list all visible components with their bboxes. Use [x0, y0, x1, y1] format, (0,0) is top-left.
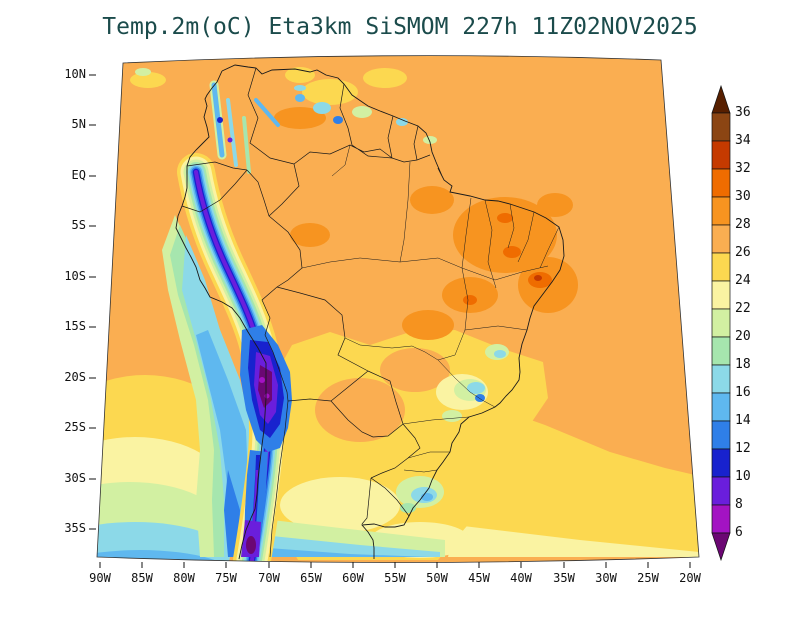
colorbar-band	[711, 364, 731, 394]
lat-label-10s: 10S	[64, 269, 86, 283]
cb-label-16: 16	[735, 385, 751, 400]
chart-title: Temp.2m(oC) Eta3km SiSMOM 227h 11Z02NOV2…	[102, 14, 698, 40]
colorbar-bottom-triangle	[711, 532, 731, 562]
lat-label-5s: 5S	[71, 218, 86, 232]
colorbar	[711, 84, 731, 562]
lon-label-60w: 60W	[342, 571, 364, 585]
ocean-gradient-south	[255, 518, 445, 557]
lon-label-25w: 25W	[637, 571, 659, 585]
colorbar-band	[711, 168, 731, 198]
lat-label-35s: 35S	[64, 521, 86, 535]
warm-anomaly-patches	[274, 107, 578, 340]
lat-label-25s: 25S	[64, 420, 86, 434]
cb-label-22: 22	[735, 301, 751, 316]
lon-label-75w: 75W	[215, 571, 237, 585]
colorbar-band	[711, 280, 731, 310]
colorbar-band	[711, 308, 731, 338]
cb-label-14: 14	[735, 413, 751, 428]
cb-label-18: 18	[735, 357, 751, 372]
colorbar-band	[711, 196, 731, 226]
lon-ticks	[99, 562, 691, 568]
state-borders	[301, 144, 560, 473]
lon-label-20w: 20W	[679, 571, 701, 585]
chaco-warm-patches	[315, 348, 450, 442]
cb-label-26: 26	[735, 245, 751, 260]
lat-label-5n: 5N	[71, 117, 86, 131]
axis-ticks	[89, 74, 691, 568]
northern-andes-streaks	[209, 80, 280, 174]
lon-label-85w: 85W	[131, 571, 153, 585]
lat-label-20s: 20S	[64, 370, 86, 384]
lon-label-45w: 45W	[468, 571, 490, 585]
temperature-field	[97, 55, 699, 563]
lat-label-eq: EQ	[71, 168, 86, 182]
colorbar-band	[711, 476, 731, 506]
cb-label-34: 34	[735, 133, 751, 148]
lon-label-70w: 70W	[258, 571, 280, 585]
colorbar-band	[711, 224, 731, 254]
lon-label-90w: 90W	[89, 571, 111, 585]
cb-label-10: 10	[735, 469, 751, 484]
colorbar-band	[711, 112, 731, 142]
colorbar-band	[711, 392, 731, 422]
highland-cold-spots	[396, 344, 509, 513]
lon-label-40w: 40W	[510, 571, 532, 585]
lon-label-50w: 50W	[426, 571, 448, 585]
lon-label-65w: 65W	[300, 571, 322, 585]
lat-label-30s: 30S	[64, 471, 86, 485]
colorbar-band	[711, 336, 731, 366]
lon-label-35w: 35W	[553, 571, 575, 585]
pacific-cold-strip	[162, 215, 252, 557]
cb-label-32: 32	[735, 161, 751, 176]
cb-label-24: 24	[735, 273, 751, 288]
cb-label-12: 12	[735, 441, 751, 456]
lon-label-30w: 30W	[595, 571, 617, 585]
lat-ticks	[89, 74, 96, 530]
cb-label-6: 6	[735, 525, 743, 540]
lon-label-80w: 80W	[173, 571, 195, 585]
colorbar-band	[711, 448, 731, 478]
coastline	[175, 64, 565, 560]
galapagos-islands	[98, 176, 108, 184]
cb-label-20: 20	[735, 329, 751, 344]
colorbar-band	[711, 504, 731, 534]
cb-label-30: 30	[735, 189, 751, 204]
cb-label-36: 36	[735, 105, 751, 120]
cb-label-8: 8	[735, 497, 743, 512]
colorbar-top-triangle	[711, 84, 731, 114]
domain-outline	[96, 55, 700, 563]
colorbar-band	[711, 420, 731, 450]
colorbar-band	[711, 140, 731, 170]
lat-label-15s: 15S	[64, 319, 86, 333]
ocean-gradient-southwest	[97, 68, 245, 563]
lon-label-55w: 55W	[384, 571, 406, 585]
lat-label-10n: 10N	[64, 67, 86, 81]
colorbar-band	[711, 252, 731, 282]
cb-label-28: 28	[735, 217, 751, 232]
